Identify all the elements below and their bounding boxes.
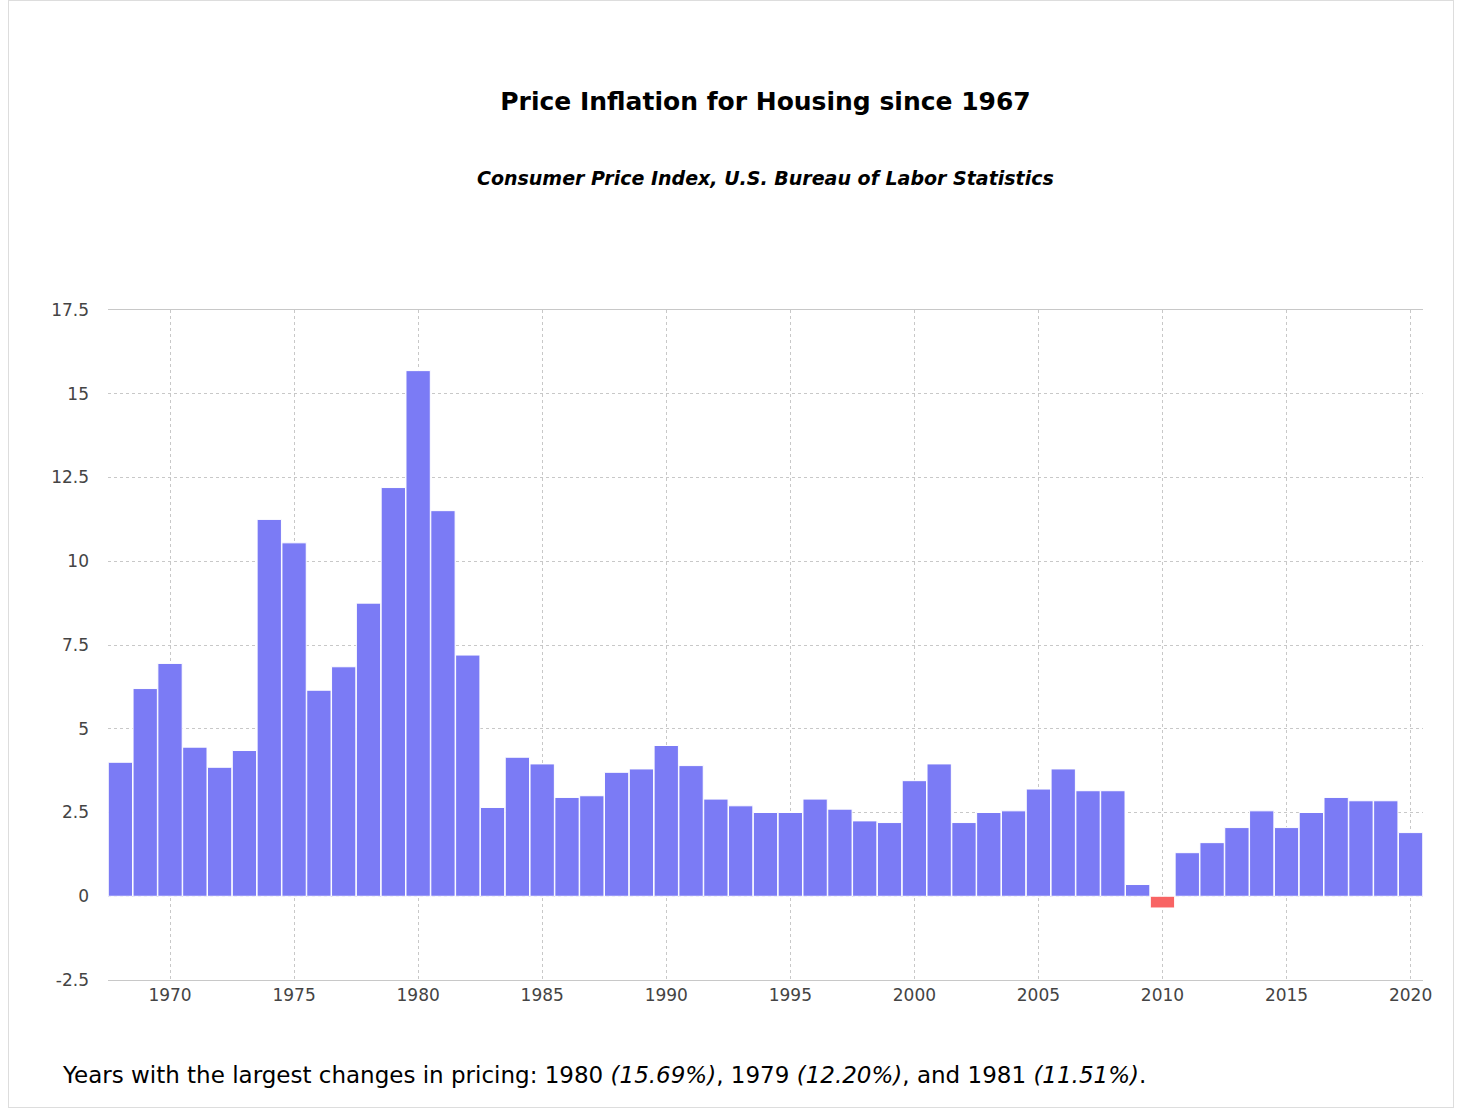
svg-text:1985: 1985: [521, 985, 564, 1005]
svg-text:17.5: 17.5: [51, 300, 89, 320]
svg-text:2005: 2005: [1017, 985, 1060, 1005]
svg-text:2020: 2020: [1389, 985, 1432, 1005]
svg-text:2.5: 2.5: [62, 802, 89, 822]
svg-text:10: 10: [67, 551, 89, 571]
svg-text:2010: 2010: [1141, 985, 1184, 1005]
svg-text:7.5: 7.5: [62, 635, 89, 655]
svg-text:1990: 1990: [645, 985, 688, 1005]
svg-text:12.5: 12.5: [51, 467, 89, 487]
svg-text:Years with the largest changes: Years with the largest changes in pricin…: [62, 1062, 1146, 1088]
svg-text:-2.5: -2.5: [56, 970, 89, 990]
svg-text:2015: 2015: [1265, 985, 1308, 1005]
svg-text:1995: 1995: [769, 985, 812, 1005]
svg-text:1975: 1975: [272, 985, 315, 1005]
svg-text:2000: 2000: [893, 985, 936, 1005]
svg-text:1970: 1970: [148, 985, 191, 1005]
svg-text:Consumer Price Index, U.S. Bur: Consumer Price Index, U.S. Bureau of Lab…: [477, 167, 1054, 189]
svg-text:0: 0: [78, 886, 89, 906]
svg-text:15: 15: [67, 384, 89, 404]
svg-text:Price Inflation for Housing si: Price Inflation for Housing since 1967: [500, 87, 1031, 116]
svg-text:5: 5: [78, 719, 89, 739]
svg-text:1980: 1980: [397, 985, 440, 1005]
